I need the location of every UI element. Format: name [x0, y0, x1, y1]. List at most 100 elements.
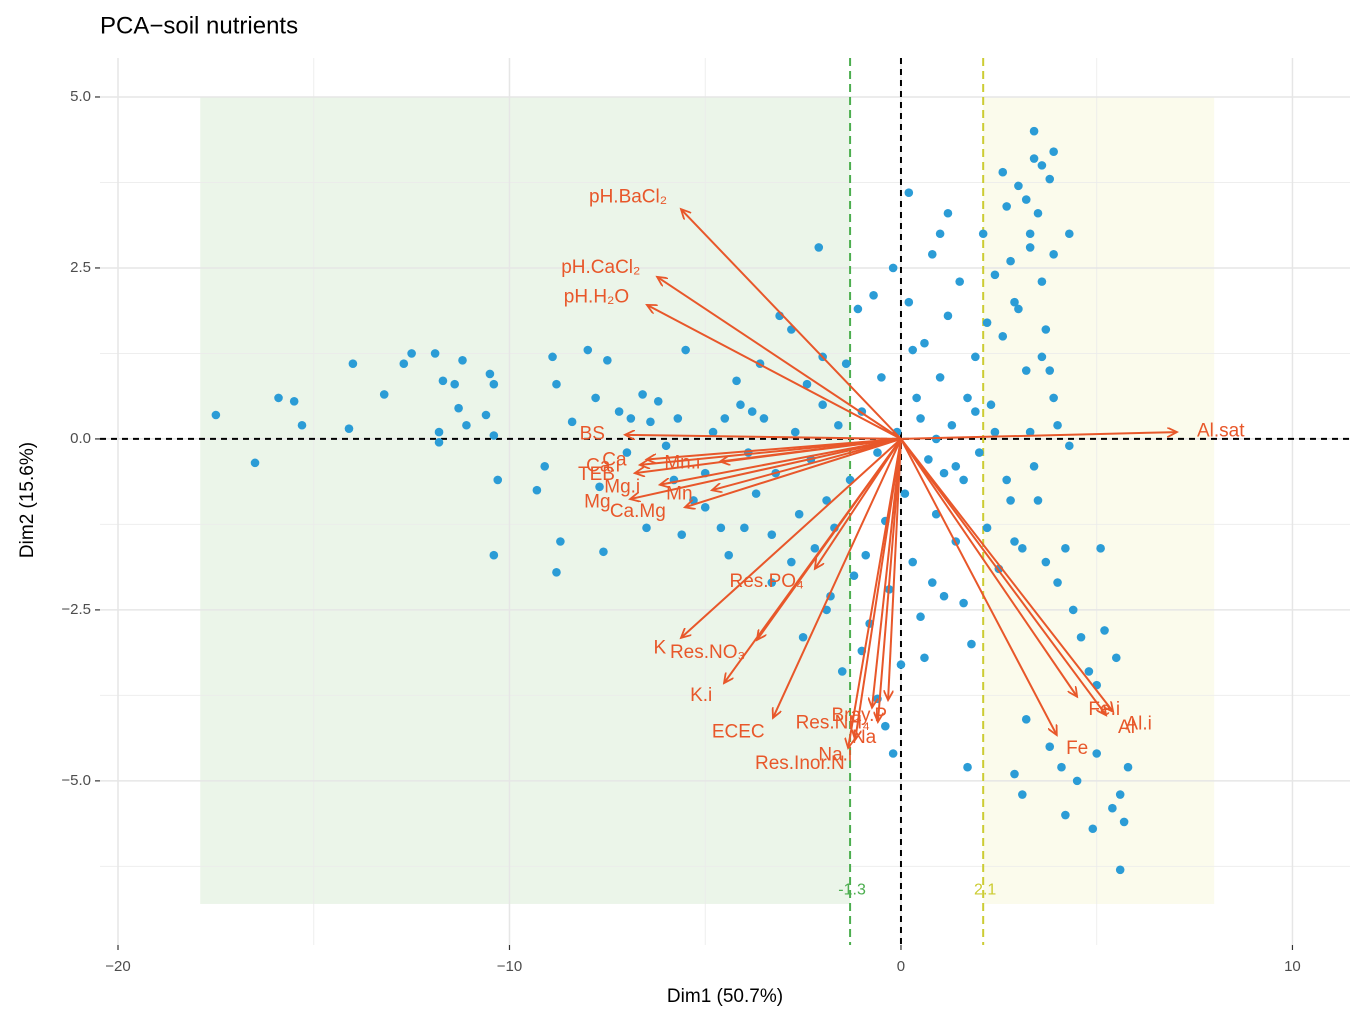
point: [211, 410, 221, 420]
loading-arrow: [640, 437, 902, 465]
loading-arrow: [712, 437, 902, 490]
y-tick-label: −2.5: [61, 601, 91, 618]
point: [1037, 352, 1047, 362]
point: [869, 291, 878, 300]
point: [998, 332, 1008, 341]
point: [454, 403, 463, 413]
point: [583, 345, 593, 355]
point: [556, 537, 565, 546]
point: [1033, 496, 1043, 505]
point: [458, 355, 467, 365]
point: [399, 359, 409, 368]
point: [548, 352, 557, 362]
point: [939, 591, 949, 601]
point: [1018, 790, 1027, 799]
point: [974, 448, 984, 457]
point: [740, 523, 749, 533]
y-tick-label: 5.0: [70, 88, 91, 105]
point: [904, 297, 914, 307]
point: [1010, 769, 1019, 779]
point: [481, 410, 491, 420]
loading-arrow: [888, 438, 902, 700]
point: [1065, 441, 1074, 451]
point: [1045, 174, 1055, 184]
loading-arrow: [625, 435, 901, 439]
point: [646, 417, 655, 427]
point: [963, 393, 972, 403]
arrow-label: Ca: [602, 450, 627, 471]
arrow-label: K.i: [690, 685, 712, 706]
arrow-label: ECEC: [712, 722, 765, 743]
point: [747, 407, 757, 416]
point: [1119, 817, 1129, 827]
point: [1006, 496, 1015, 505]
point: [959, 475, 968, 485]
x-tick-label: −20: [105, 958, 130, 975]
point: [1002, 475, 1011, 485]
point: [1006, 256, 1015, 266]
point: [1010, 297, 1019, 307]
point: [971, 407, 980, 416]
point: [642, 523, 651, 533]
point: [591, 393, 600, 403]
point: [935, 373, 945, 382]
point: [943, 311, 953, 321]
point: [998, 167, 1008, 177]
x-tick-label: 0: [897, 958, 905, 975]
point: [900, 489, 910, 498]
arrow-label: pH.H₂O: [564, 286, 629, 307]
point: [853, 304, 863, 314]
point: [532, 485, 542, 495]
arrow-label: Res.NO₃: [670, 642, 745, 663]
point: [1029, 126, 1039, 136]
point: [916, 612, 925, 622]
loading-arrow: [872, 438, 902, 708]
point: [603, 355, 612, 365]
loading-arrow: [900, 438, 1113, 712]
point: [978, 229, 988, 239]
point: [990, 270, 1000, 280]
point: [720, 414, 730, 423]
arrow-label: BS: [580, 424, 605, 445]
arrow-label: Al.sat: [1197, 421, 1245, 442]
point: [920, 338, 929, 348]
point: [540, 461, 550, 471]
arrow-label: Res.Inor.N: [755, 753, 845, 774]
arrow-label: Bray.P: [831, 705, 887, 726]
loading-arrow: [773, 438, 902, 718]
point: [802, 379, 812, 389]
point: [485, 369, 495, 379]
point: [289, 397, 299, 406]
point: [1025, 229, 1035, 239]
point: [1029, 461, 1039, 471]
x-axis-title: Dim1 (50.7%): [667, 986, 783, 1007]
point: [818, 400, 827, 410]
arrow-label: K: [653, 638, 666, 659]
arrow-label: Mn: [666, 483, 692, 504]
point: [1014, 304, 1023, 314]
point: [1041, 557, 1051, 567]
point: [955, 277, 964, 286]
loading-arrow: [900, 432, 1177, 440]
arrow-label: Fe.i: [1088, 699, 1120, 720]
point: [1065, 229, 1074, 239]
point: [1002, 202, 1011, 211]
loading-arrow: [724, 438, 902, 683]
y-tick-label: 2.5: [70, 259, 91, 276]
point: [927, 249, 937, 259]
point: [661, 441, 671, 451]
point: [599, 547, 608, 557]
point: [947, 420, 957, 430]
point: [1021, 366, 1031, 375]
point: [834, 420, 843, 430]
point: [743, 448, 753, 457]
point: [1115, 865, 1125, 875]
point: [1025, 243, 1035, 252]
point: [798, 632, 808, 642]
point: [1084, 667, 1094, 676]
point: [1061, 544, 1070, 553]
loading-arrow: [657, 277, 902, 440]
point: [595, 482, 604, 492]
arrow-label: Al: [1118, 717, 1135, 738]
point: [810, 544, 820, 553]
